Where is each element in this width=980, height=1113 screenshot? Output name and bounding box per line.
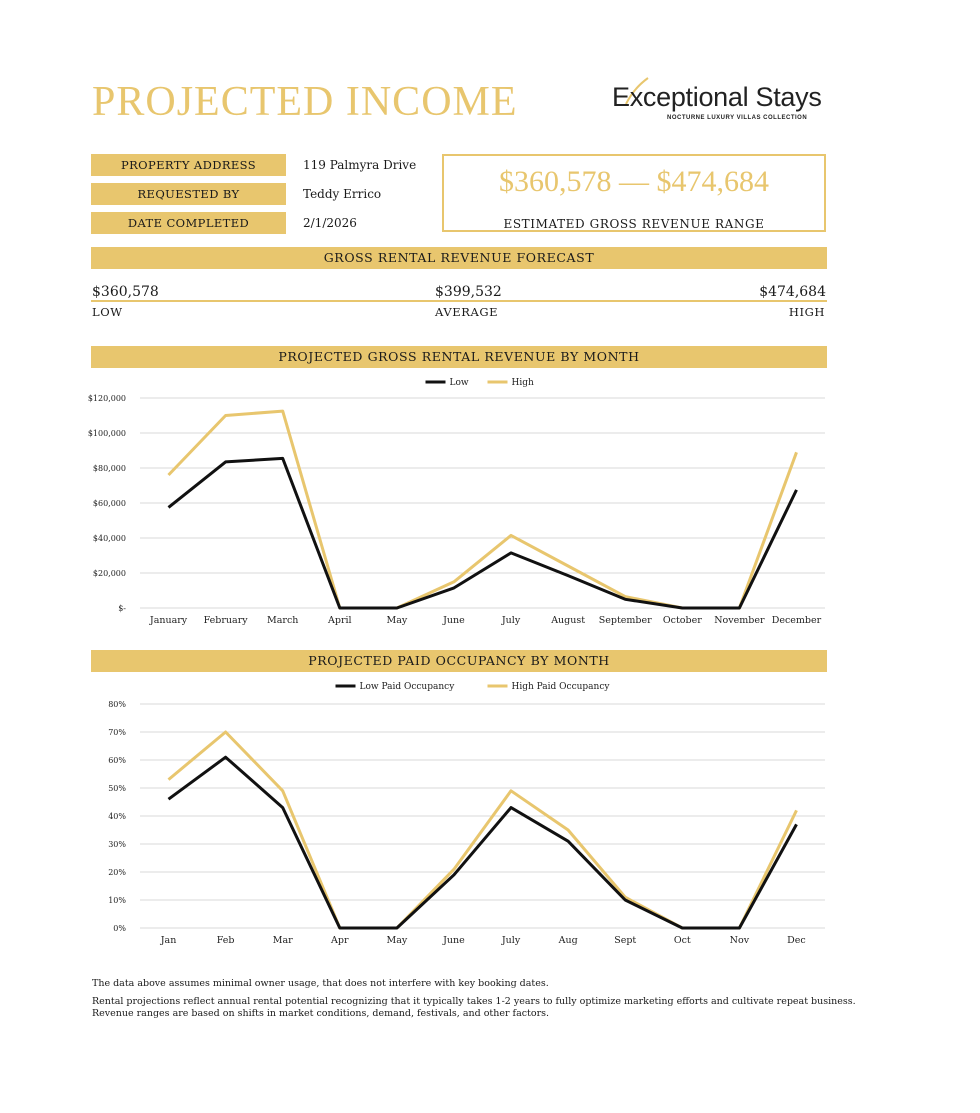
y-tick-label-3: $60,000 bbox=[93, 499, 126, 508]
date-completed-value: 2/1/2026 bbox=[303, 216, 357, 230]
y-tick-label-2: 20% bbox=[108, 868, 126, 877]
forecast-high-value: $474,684 bbox=[759, 284, 826, 300]
x-tick-label-3: Apr bbox=[330, 935, 349, 946]
x-tick-label-5: June bbox=[442, 935, 465, 946]
logo-swoosh-icon bbox=[625, 77, 649, 105]
forecast-low-value: $360,578 bbox=[92, 284, 159, 300]
legend-label-0: Low bbox=[450, 378, 469, 388]
forecast-average-value: $399,532 bbox=[435, 284, 502, 300]
series-line-1 bbox=[167, 730, 798, 930]
x-tick-label-11: December bbox=[772, 615, 822, 626]
y-tick-label-0: $- bbox=[118, 604, 126, 613]
brand-logo: Exceptional Stays NOCTURNE LUXURY VILLAS… bbox=[612, 77, 832, 126]
note-revenue-ranges: Revenue ranges are based on shifts in ma… bbox=[92, 1008, 550, 1019]
x-tick-label-7: Aug bbox=[558, 935, 578, 946]
legend-label-1: High bbox=[512, 378, 534, 388]
revenue-chart-title: PROJECTED GROSS RENTAL REVENUE BY MONTH bbox=[91, 346, 827, 368]
y-tick-label-6: 60% bbox=[108, 756, 126, 765]
property-address-value: 119 Palmyra Drive bbox=[303, 158, 417, 172]
y-tick-label-5: $100,000 bbox=[88, 429, 126, 438]
x-tick-label-1: February bbox=[204, 615, 249, 626]
logo-tagline: NOCTURNE LUXURY VILLAS COLLECTION bbox=[667, 115, 808, 121]
x-tick-label-6: July bbox=[501, 615, 521, 626]
y-tick-label-4: $80,000 bbox=[93, 464, 126, 473]
x-tick-label-0: January bbox=[149, 615, 188, 626]
x-tick-label-1: Feb bbox=[217, 935, 235, 946]
x-tick-label-2: Mar bbox=[273, 935, 293, 946]
y-tick-label-7: 70% bbox=[108, 728, 126, 737]
occupancy-line-chart: Low Paid Occupancy High Paid Occupancy 0% 1… bbox=[108, 682, 825, 946]
series-line-0 bbox=[167, 456, 798, 610]
x-tick-label-2: March bbox=[267, 615, 298, 626]
x-tick-label-9: October bbox=[663, 615, 702, 626]
series-line-1 bbox=[167, 409, 798, 610]
legend-label-0: Low Paid Occupancy bbox=[360, 682, 456, 692]
legend-label-1: High Paid Occupancy bbox=[512, 682, 611, 692]
y-tick-label-4: 40% bbox=[108, 812, 126, 821]
x-tick-label-3: April bbox=[327, 615, 352, 626]
x-tick-label-6: July bbox=[501, 935, 521, 946]
y-tick-label-1: 10% bbox=[108, 896, 126, 905]
forecast-low-label: LOW bbox=[92, 305, 123, 319]
date-completed-label: DATE COMPLETED bbox=[91, 212, 286, 234]
chart-legend: Low Paid Occupancy High Paid Occupancy bbox=[335, 682, 611, 692]
forecast-divider bbox=[91, 300, 827, 302]
logo-wordmark: Exceptional Stays bbox=[612, 82, 822, 112]
x-tick-label-8: Sept bbox=[614, 935, 636, 946]
forecast-high-label: HIGH bbox=[788, 305, 825, 319]
x-tick-label-5: June bbox=[442, 615, 465, 626]
x-tick-label-8: September bbox=[599, 615, 652, 626]
y-tick-label-5: 50% bbox=[108, 784, 126, 793]
forecast-average-label: AVERAGE bbox=[435, 305, 499, 319]
revenue-range-box: $360,578 — $474,684 ESTIMATED GROSS REVE… bbox=[442, 154, 826, 232]
requested-by-label: REQUESTED BY bbox=[91, 183, 286, 205]
x-tick-label-7: August bbox=[550, 615, 585, 626]
requested-by-value: Teddy Errico bbox=[303, 187, 382, 201]
x-tick-label-10: November bbox=[714, 615, 765, 626]
x-tick-label-4: May bbox=[386, 615, 407, 626]
forecast-heading: GROSS RENTAL REVENUE FORECAST bbox=[91, 247, 827, 269]
y-tick-label-8: 80% bbox=[108, 700, 126, 709]
x-tick-label-0: Jan bbox=[160, 935, 177, 946]
x-tick-label-4: May bbox=[386, 935, 407, 946]
revenue-range-caption: ESTIMATED GROSS REVENUE RANGE bbox=[503, 217, 765, 231]
revenue-line-chart: Low High $- $20,000 $40,000 $60,000 $80,000 $10… bbox=[88, 378, 825, 626]
x-tick-label-9: Oct bbox=[674, 935, 691, 946]
note-rental-projections: Rental projections reflect annual rental… bbox=[92, 996, 856, 1007]
y-tick-label-2: $40,000 bbox=[93, 534, 126, 543]
property-address-label: PROPERTY ADDRESS bbox=[91, 154, 286, 176]
y-tick-label-6: $120,000 bbox=[88, 394, 126, 403]
series-line-0 bbox=[167, 755, 798, 930]
x-tick-label-10: Nov bbox=[730, 935, 750, 946]
page-title: PROJECTED INCOME bbox=[92, 79, 518, 125]
chart-legend: Low High bbox=[425, 378, 534, 388]
revenue-range-text: $360,578 — $474,684 bbox=[499, 165, 769, 198]
x-tick-label-11: Dec bbox=[787, 935, 806, 946]
note-owner-usage: The data above assumes minimal owner usa… bbox=[92, 978, 549, 989]
y-tick-label-0: 0% bbox=[113, 924, 126, 933]
y-tick-label-1: $20,000 bbox=[93, 569, 126, 578]
occupancy-chart-title: PROJECTED PAID OCCUPANCY BY MONTH bbox=[91, 650, 827, 672]
y-tick-label-3: 30% bbox=[108, 840, 126, 849]
